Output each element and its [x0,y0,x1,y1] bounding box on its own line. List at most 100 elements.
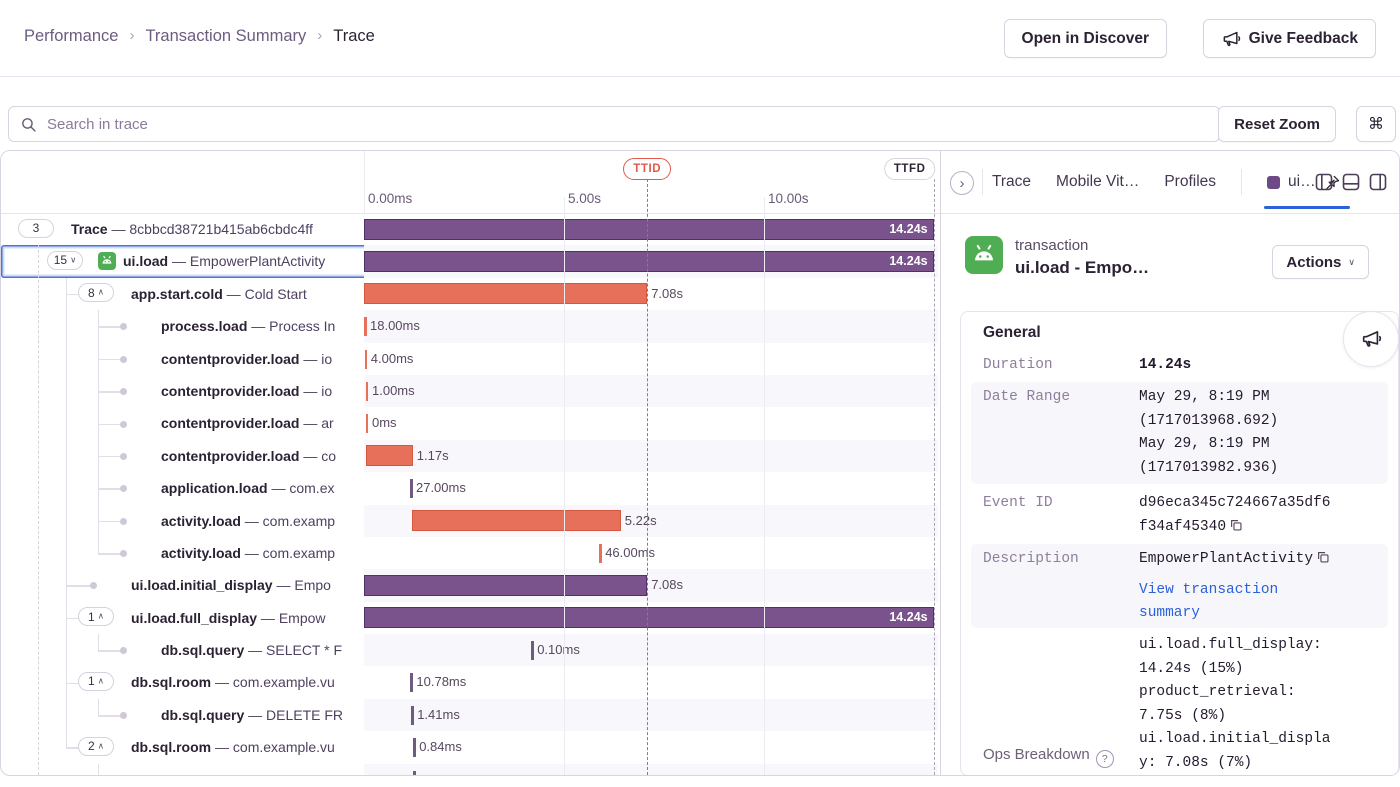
view-transaction-summary-link[interactable]: View transaction summary [1139,581,1279,622]
span-tree-cell[interactable]: contentprovider.load — ar [1,407,364,439]
span-tree-cell[interactable]: contentprovider.load — io [1,375,364,407]
trace-row[interactable]: activity.load — com.examp 5.22s [1,504,938,537]
span-tick[interactable] [364,349,368,369]
expand-pill[interactable]: 3 [18,218,54,238]
tab-mobile-vitals[interactable]: Mobile Vit… [1056,173,1140,190]
trace-row[interactable]: db.sql.query — SELECT * F 0.10ms [1,634,938,667]
span-chart-cell[interactable]: 0ms [364,407,938,439]
trace-row[interactable]: contentprovider.load — co 1.17s [1,439,938,473]
trace-row[interactable]: contentprovider.load — io 4.00ms [1,343,938,375]
expand-pill[interactable]: 1 ∧ [78,671,114,691]
span-tree-cell[interactable]: 8 ∧ app.start.cold — Cold Start [1,278,364,310]
span-tick[interactable] [410,673,413,693]
span-chart-cell[interactable]: 27.00ms [364,472,938,504]
span-chart-cell[interactable]: 0.7 [364,763,938,775]
command-shortcut-button[interactable]: ⌘ [1356,106,1396,142]
span-tree-cell[interactable]: db.sql.query — SELECT * F [1,634,364,666]
span-bar[interactable] [364,283,648,305]
span-chart-cell[interactable]: 4.00ms [364,343,938,375]
span-tree-cell[interactable]: contentprovider.load — io [1,343,364,375]
span-tick[interactable] [413,770,416,775]
span-chart-cell[interactable]: 10.78ms [364,666,938,698]
span-chart-cell[interactable]: 14.24s [364,213,938,245]
layout-right-icon[interactable] [1369,173,1387,191]
help-icon[interactable]: ? [1095,750,1114,768]
span-tree-cell[interactable]: ui.load.initial_display — Empo [1,569,364,601]
span-bar[interactable]: 14.24s [364,607,934,629]
breadcrumb-performance[interactable]: Performance [24,27,119,45]
span-tree-cell[interactable]: db.sql.query — INSERT OR [1,764,364,775]
expand-panel-button[interactable]: › [950,171,974,195]
trace-row[interactable]: process.load — Process In 18.00ms [1,310,938,343]
trace-row[interactable]: application.load — com.ex 27.00ms [1,472,938,504]
span-bar[interactable] [412,510,621,532]
copy-icon[interactable] [1229,518,1243,532]
span-tick[interactable] [364,317,367,337]
span-tick[interactable] [410,479,413,499]
trace-row[interactable]: 8 ∧ app.start.cold — Cold Start 7.08s [1,278,938,310]
span-chart-cell[interactable]: 14.24s [364,602,938,634]
trace-row[interactable]: db.sql.query — DELETE FR 1.41ms [1,698,938,732]
span-tick[interactable] [599,543,602,563]
expand-pill[interactable]: 1 ∧ [78,607,114,627]
span-tree-cell[interactable]: activity.load — com.examp [1,537,364,569]
span-chart-cell[interactable]: 7.08s [364,569,938,602]
tab-profiles[interactable]: Profiles [1164,173,1217,190]
trace-row[interactable]: 3 Trace — 8cbbcd38721b415ab6cbdc4ff 14.24s [1,213,938,245]
span-tree-cell[interactable]: 2 ∧ db.sql.room — com.example.vu [1,731,364,763]
open-in-discover-button[interactable]: Open in Discover [1003,19,1167,58]
trace-row[interactable]: 1 ∧ ui.load.full_display — Empow 14.24s [1,602,938,634]
span-chart-cell[interactable]: 14.24s [364,245,938,278]
span-tree-cell[interactable]: 1 ∧ db.sql.room — com.example.vu [1,666,364,698]
trace-row[interactable]: activity.load — com.examp 46.00ms [1,537,938,569]
span-tree-cell[interactable]: 1 ∧ ui.load.full_display — Empow [1,602,364,634]
span-chart-cell[interactable]: 1.00ms [364,374,938,408]
span-tree-cell[interactable]: activity.load — com.examp [1,505,364,537]
trace-row[interactable]: contentprovider.load — ar 0ms [1,407,938,439]
span-tick[interactable] [411,705,414,725]
span-bar[interactable] [364,574,648,596]
trace-row[interactable]: db.sql.query — INSERT OR 0.7 [1,763,938,775]
span-tick[interactable] [413,738,416,758]
span-tree-cell[interactable]: application.load — com.ex [1,472,364,504]
give-feedback-button[interactable]: Give Feedback [1202,19,1376,58]
span-chart-cell[interactable]: 0.10ms [364,634,938,667]
actions-button[interactable]: Actions ∨ [1272,245,1369,279]
feedback-float-button[interactable] [1343,311,1399,367]
span-tree-cell[interactable]: process.load — Process In [1,310,364,342]
span-tick[interactable] [365,414,369,434]
span-tick[interactable] [531,641,534,661]
span-chart-cell[interactable]: 1.17s [364,439,938,473]
span-bar[interactable]: 14.24s [364,250,934,272]
span-bar[interactable]: 14.24s [364,218,934,240]
trace-row[interactable]: 2 ∧ db.sql.room — com.example.vu 0.84ms [1,731,938,763]
span-chart-cell[interactable]: 1.41ms [364,698,938,732]
span-tick[interactable] [365,381,369,401]
span-chart-cell[interactable]: 7.08s [364,278,938,310]
copy-icon[interactable] [1316,550,1330,564]
expand-pill[interactable]: 15 ∨ [47,250,83,270]
span-tree-cell[interactable]: db.sql.query — DELETE FR [1,699,364,731]
span-chart-cell[interactable]: 5.22s [364,504,938,537]
span-tree-cell[interactable]: 3 Trace — 8cbbcd38721b415ab6cbdc4ff [1,213,364,245]
layout-bottom-icon[interactable] [1342,173,1360,191]
span-bar[interactable] [365,445,413,467]
tab-trace[interactable]: Trace [992,173,1032,190]
span-tree-cell[interactable]: 15 ∨ ui.load — EmpowerPlantActivity [1,245,364,277]
breadcrumb-transaction-summary[interactable]: Transaction Summary [145,27,307,45]
layout-left-icon[interactable] [1315,173,1333,191]
search-input[interactable] [45,114,1208,134]
expand-pill[interactable]: 8 ∧ [78,283,114,303]
span-chart-cell[interactable]: 46.00ms [364,537,938,569]
trace-row[interactable]: 1 ∧ db.sql.room — com.example.vu 10.78ms [1,666,938,698]
span-chart-cell[interactable]: 18.00ms [364,310,938,343]
ttfd-badge[interactable]: TTFD [883,158,936,180]
ttid-badge[interactable]: TTID [623,158,672,180]
trace-row[interactable]: ui.load.initial_display — Empo 7.08s [1,569,938,602]
trace-row[interactable]: 15 ∨ ui.load — EmpowerPlantActivity 14.24s [1,245,938,278]
reset-zoom-button[interactable]: Reset Zoom [1218,106,1336,142]
span-tree-cell[interactable]: contentprovider.load — co [1,440,364,472]
search-bar[interactable] [8,106,1220,142]
span-chart-cell[interactable]: 0.84ms [364,731,938,763]
expand-pill[interactable]: 2 ∧ [78,736,114,756]
